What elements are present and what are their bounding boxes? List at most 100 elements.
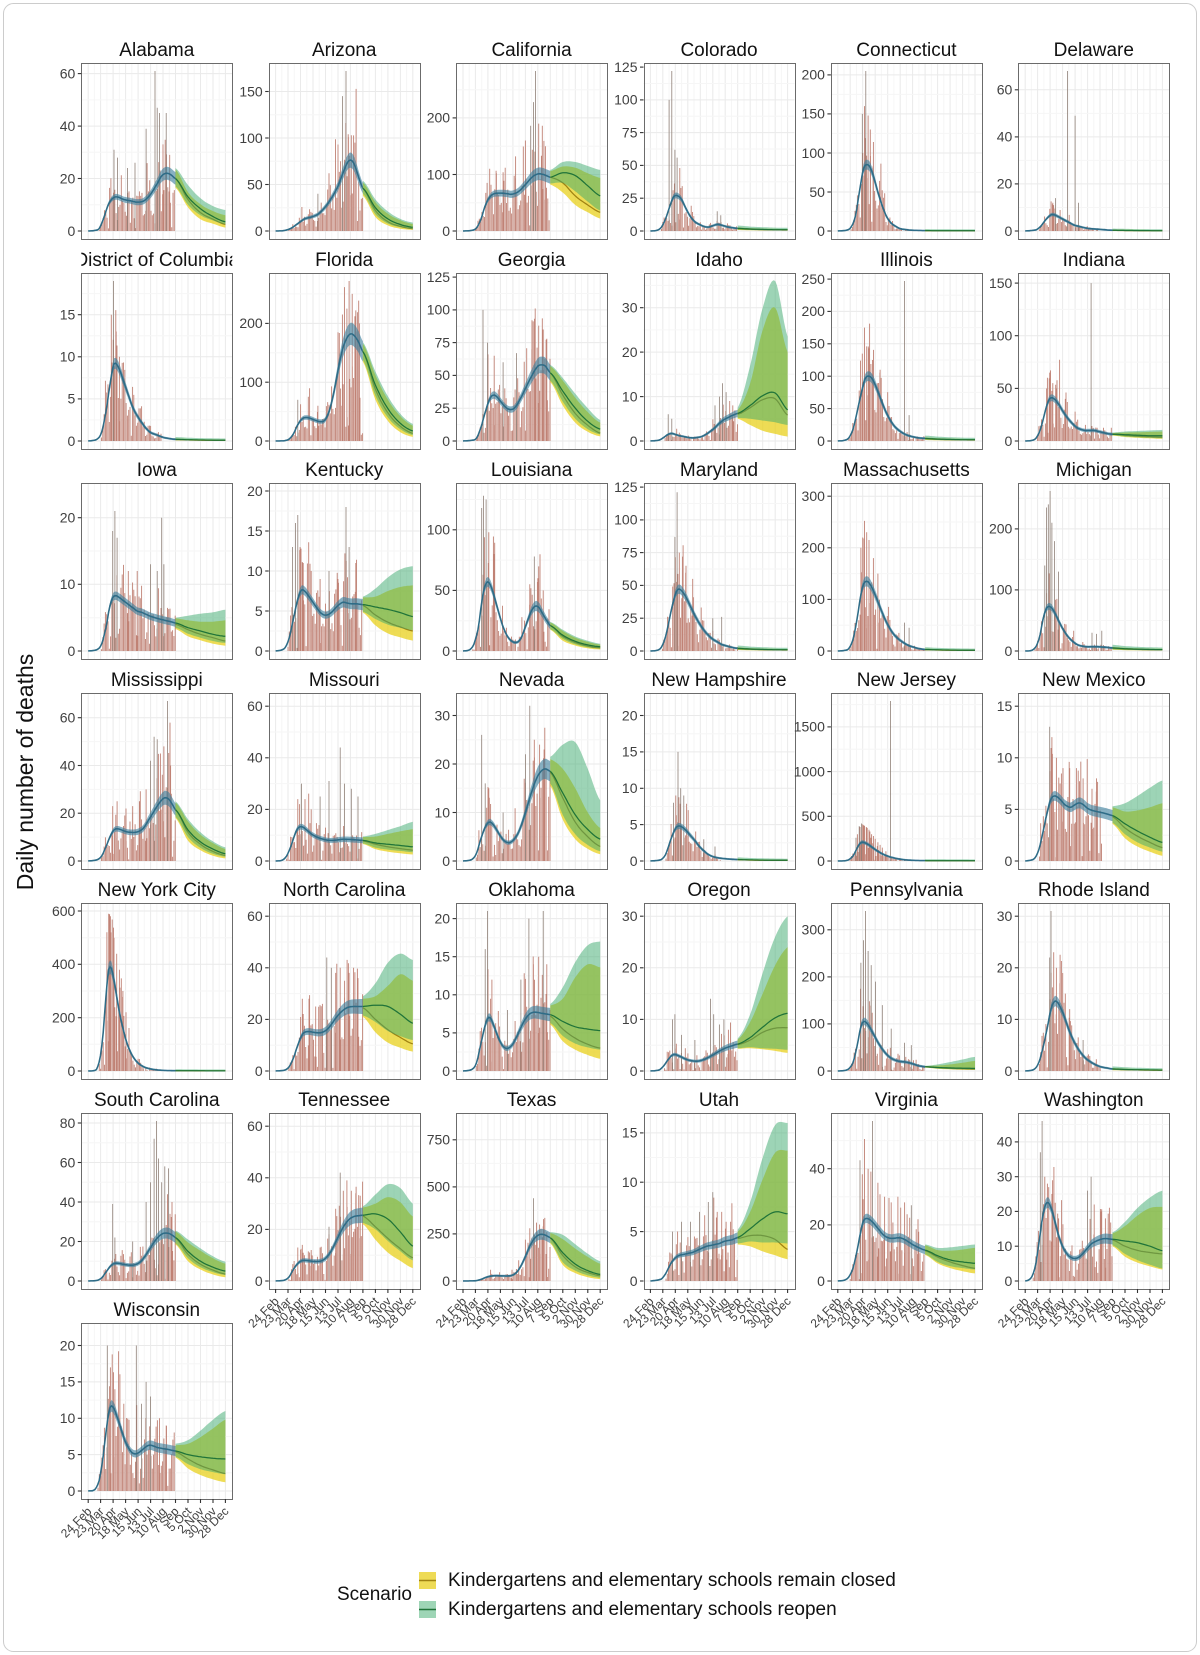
svg-text:10: 10: [435, 987, 451, 1003]
svg-text:Colorado: Colorado: [680, 40, 757, 61]
svg-text:30: 30: [622, 300, 638, 316]
svg-text:500: 500: [427, 1179, 451, 1195]
svg-text:40: 40: [247, 1170, 263, 1186]
svg-text:20: 20: [60, 1233, 76, 1249]
svg-text:25: 25: [622, 610, 638, 626]
svg-text:Mississippi: Mississippi: [111, 670, 203, 691]
svg-text:New Mexico: New Mexico: [1042, 670, 1145, 691]
svg-text:10: 10: [60, 1410, 76, 1426]
svg-text:750: 750: [427, 1132, 451, 1148]
svg-text:100: 100: [427, 302, 451, 318]
svg-text:10: 10: [60, 576, 76, 592]
svg-text:500: 500: [802, 808, 826, 824]
svg-text:0: 0: [442, 643, 450, 659]
svg-text:75: 75: [622, 124, 638, 140]
svg-text:100: 100: [614, 92, 638, 108]
svg-text:0: 0: [630, 223, 638, 239]
svg-text:5: 5: [442, 1025, 450, 1041]
svg-text:10: 10: [997, 750, 1013, 766]
svg-text:200: 200: [989, 521, 1013, 537]
svg-text:15: 15: [997, 698, 1013, 714]
svg-text:Kindergartens and elementary s: Kindergartens and elementary schools reo…: [448, 1599, 837, 1620]
svg-text:10: 10: [60, 349, 76, 365]
svg-text:20: 20: [60, 805, 76, 821]
svg-text:50: 50: [247, 176, 263, 192]
svg-text:0: 0: [817, 433, 825, 449]
svg-text:20: 20: [247, 1221, 263, 1237]
svg-text:60: 60: [60, 65, 76, 81]
svg-text:0: 0: [817, 1273, 825, 1289]
svg-text:Kindergartens and elementary s: Kindergartens and elementary schools rem…: [448, 1570, 896, 1591]
svg-text:100: 100: [802, 368, 826, 384]
svg-text:50: 50: [622, 577, 638, 593]
svg-text:South Carolina: South Carolina: [94, 1090, 220, 1111]
svg-text:20: 20: [997, 960, 1013, 976]
svg-text:40: 40: [997, 129, 1013, 145]
svg-text:60: 60: [60, 710, 76, 726]
svg-text:Tennessee: Tennessee: [298, 1090, 390, 1111]
svg-text:60: 60: [247, 698, 263, 714]
svg-text:60: 60: [997, 82, 1013, 98]
svg-text:100: 100: [989, 582, 1013, 598]
svg-text:20: 20: [435, 756, 451, 772]
svg-text:5: 5: [630, 1223, 638, 1239]
svg-text:0: 0: [1005, 223, 1013, 239]
svg-text:5: 5: [255, 603, 263, 619]
svg-text:0: 0: [630, 1273, 638, 1289]
svg-text:10: 10: [247, 563, 263, 579]
svg-text:200: 200: [802, 67, 826, 83]
svg-text:5: 5: [630, 816, 638, 832]
svg-text:40: 40: [247, 960, 263, 976]
svg-text:Utah: Utah: [699, 1090, 739, 1111]
svg-text:20: 20: [247, 483, 263, 499]
svg-text:125: 125: [427, 269, 451, 285]
svg-text:0: 0: [630, 433, 638, 449]
svg-text:20: 20: [997, 1203, 1013, 1219]
svg-text:New York City: New York City: [98, 880, 217, 901]
svg-text:1000: 1000: [794, 763, 825, 779]
svg-text:200: 200: [427, 110, 451, 126]
svg-text:40: 40: [60, 757, 76, 773]
svg-text:50: 50: [809, 400, 825, 416]
svg-text:20: 20: [60, 170, 76, 186]
svg-text:0: 0: [255, 853, 263, 869]
svg-text:20: 20: [435, 910, 451, 926]
svg-text:New Jersey: New Jersey: [857, 670, 957, 691]
svg-text:30: 30: [435, 707, 451, 723]
svg-text:0: 0: [1005, 1273, 1013, 1289]
svg-text:Nevada: Nevada: [499, 670, 565, 691]
svg-text:Arizona: Arizona: [312, 40, 377, 61]
svg-text:100: 100: [239, 374, 263, 390]
svg-text:20: 20: [622, 707, 638, 723]
svg-text:Iowa: Iowa: [137, 460, 178, 481]
svg-text:Pennsylvania: Pennsylvania: [850, 880, 963, 901]
svg-text:0: 0: [255, 1273, 263, 1289]
svg-text:250: 250: [802, 271, 826, 287]
svg-text:Louisiana: Louisiana: [491, 460, 573, 481]
svg-text:60: 60: [247, 908, 263, 924]
svg-text:New Hampshire: New Hampshire: [651, 670, 786, 691]
svg-text:60: 60: [60, 1154, 76, 1170]
svg-text:Idaho: Idaho: [695, 250, 743, 271]
svg-text:10: 10: [622, 1174, 638, 1190]
svg-text:150: 150: [239, 83, 263, 99]
svg-text:0: 0: [1005, 433, 1013, 449]
svg-text:Rhode Island: Rhode Island: [1038, 880, 1150, 901]
svg-text:Missouri: Missouri: [309, 670, 380, 691]
svg-text:100: 100: [427, 522, 451, 538]
svg-text:10: 10: [997, 1238, 1013, 1254]
svg-text:Oklahoma: Oklahoma: [488, 880, 575, 901]
svg-text:20: 20: [60, 1337, 76, 1353]
svg-text:Illinois: Illinois: [880, 250, 933, 271]
svg-text:15: 15: [247, 523, 263, 539]
svg-text:0: 0: [68, 223, 76, 239]
svg-text:Daily number of deaths: Daily number of deaths: [12, 654, 38, 891]
svg-text:5: 5: [68, 391, 76, 407]
svg-text:20: 20: [247, 1011, 263, 1027]
svg-text:0: 0: [630, 643, 638, 659]
svg-text:80: 80: [60, 1115, 76, 1131]
svg-text:25: 25: [622, 190, 638, 206]
svg-text:Michigan: Michigan: [1056, 460, 1132, 481]
svg-text:125: 125: [614, 59, 638, 75]
svg-text:40: 40: [997, 1134, 1013, 1150]
